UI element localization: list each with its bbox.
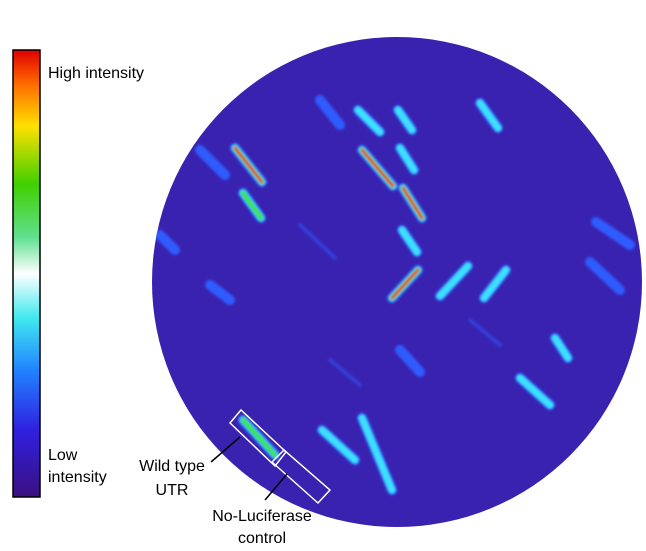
colorbar <box>13 50 40 497</box>
low-label: intensity <box>48 469 107 486</box>
wild-type-label: Wild type <box>139 458 205 475</box>
figure: High intensity Low intensity Wild type U… <box>0 0 646 546</box>
wild-type-label: UTR <box>156 482 189 499</box>
no-luciferase-label: No-Luciferase <box>212 508 312 525</box>
high-label: High intensity <box>48 65 144 82</box>
page: High intensity Low intensity Wild type U… <box>0 0 646 546</box>
low-label: Low <box>48 447 78 464</box>
no-luciferase-label: control <box>238 530 286 546</box>
